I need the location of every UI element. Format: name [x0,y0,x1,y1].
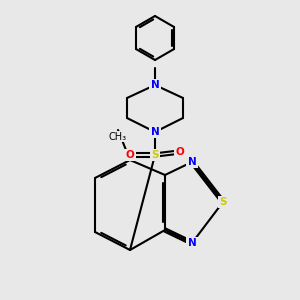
Text: S: S [219,197,227,207]
Text: N: N [151,127,159,137]
Text: N: N [188,157,196,167]
Text: O: O [176,147,184,157]
Text: CH₃: CH₃ [109,131,127,142]
Text: N: N [188,238,196,248]
Text: O: O [126,150,134,160]
Text: S: S [151,150,159,160]
Text: N: N [151,80,159,90]
